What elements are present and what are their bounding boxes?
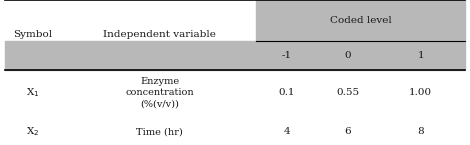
Text: 0: 0 — [345, 51, 351, 60]
Text: X$_1$: X$_1$ — [26, 86, 39, 99]
Text: Symbol: Symbol — [13, 30, 53, 39]
Bar — [256, 0, 465, 41]
Text: 1: 1 — [417, 51, 424, 60]
Text: 6: 6 — [345, 127, 351, 136]
Text: 0.55: 0.55 — [336, 88, 360, 97]
Bar — [5, 41, 465, 70]
Text: Enzyme
concentration
(%(v/v)): Enzyme concentration (%(v/v)) — [125, 77, 194, 109]
Text: Independent variable: Independent variable — [103, 30, 216, 39]
Text: 1.00: 1.00 — [409, 88, 432, 97]
Text: -1: -1 — [282, 51, 292, 60]
Text: 8: 8 — [417, 127, 424, 136]
Text: 4: 4 — [283, 127, 290, 136]
Text: X$_2$: X$_2$ — [26, 126, 39, 138]
Text: Time (hr): Time (hr) — [136, 127, 183, 136]
Text: Coded level: Coded level — [330, 16, 392, 25]
Text: 0.1: 0.1 — [278, 88, 295, 97]
